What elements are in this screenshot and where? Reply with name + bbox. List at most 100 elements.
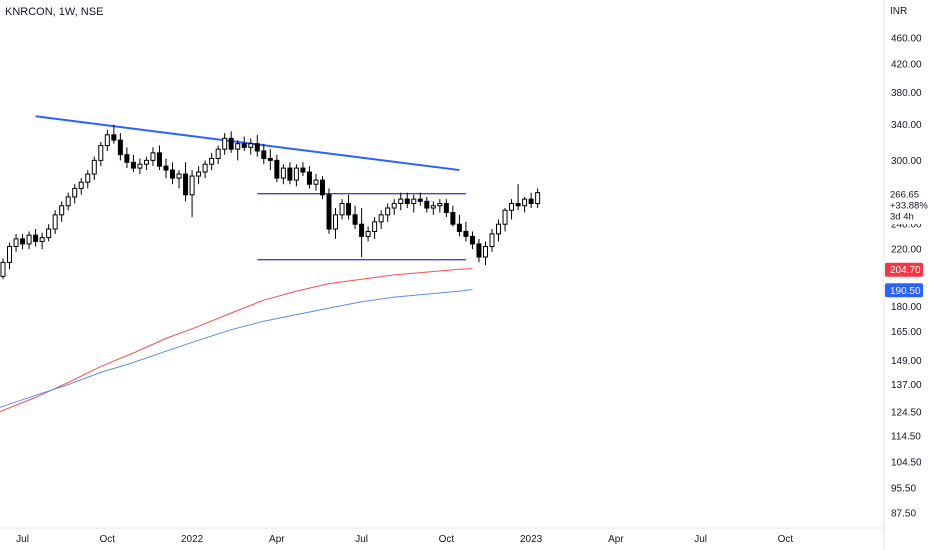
candle[interactable] bbox=[456, 214, 462, 237]
svg-text:190.50: 190.50 bbox=[890, 286, 921, 297]
candle[interactable] bbox=[300, 162, 306, 177]
candle[interactable] bbox=[176, 170, 182, 189]
y-tick-label: 460.00 bbox=[891, 34, 922, 45]
candle[interactable] bbox=[443, 199, 449, 218]
candle[interactable] bbox=[378, 210, 384, 230]
chart-title: KNRCON, 1W, NSE bbox=[5, 6, 104, 18]
currency-label: INR bbox=[890, 6, 908, 17]
candle[interactable] bbox=[202, 160, 208, 179]
candle[interactable] bbox=[346, 194, 352, 220]
candle[interactable] bbox=[287, 162, 293, 185]
candle[interactable] bbox=[39, 232, 45, 250]
candle[interactable] bbox=[274, 154, 280, 183]
candle[interactable] bbox=[20, 233, 26, 250]
candle[interactable] bbox=[33, 229, 39, 247]
candle[interactable] bbox=[156, 145, 162, 171]
candle[interactable] bbox=[85, 170, 91, 189]
candle[interactable] bbox=[333, 207, 339, 239]
candle[interactable] bbox=[111, 124, 117, 144]
candle[interactable] bbox=[515, 184, 521, 211]
y-tick-label: 165.00 bbox=[891, 327, 922, 338]
candle[interactable] bbox=[137, 158, 143, 175]
candle[interactable] bbox=[130, 154, 136, 173]
candle[interactable] bbox=[509, 199, 515, 220]
candle[interactable] bbox=[339, 199, 345, 220]
x-tick-label: Apr bbox=[269, 534, 285, 545]
candle[interactable] bbox=[254, 134, 260, 157]
candle[interactable] bbox=[359, 207, 365, 258]
descending-trendline[interactable] bbox=[35, 115, 460, 172]
candle[interactable] bbox=[489, 229, 495, 252]
candle[interactable] bbox=[59, 201, 65, 222]
candle[interactable] bbox=[124, 147, 130, 169]
candle[interactable] bbox=[248, 138, 254, 155]
candle[interactable] bbox=[326, 188, 332, 234]
ma-red[interactable] bbox=[0, 268, 473, 416]
candle[interactable] bbox=[183, 162, 189, 202]
candle[interactable] bbox=[26, 231, 32, 250]
y-tick-label: 240.00 bbox=[891, 220, 922, 231]
candle[interactable] bbox=[424, 196, 430, 213]
candle[interactable] bbox=[482, 241, 488, 266]
candle[interactable] bbox=[437, 199, 443, 213]
candle[interactable] bbox=[13, 233, 19, 252]
candle[interactable] bbox=[469, 231, 475, 250]
candle[interactable] bbox=[143, 156, 149, 171]
candle[interactable] bbox=[170, 162, 176, 185]
candle[interactable] bbox=[78, 178, 84, 195]
ma-blue[interactable] bbox=[0, 289, 473, 411]
svg-text:204.70: 204.70 bbox=[890, 265, 921, 276]
candle[interactable] bbox=[306, 166, 312, 189]
candle[interactable] bbox=[522, 196, 528, 213]
candle[interactable] bbox=[150, 147, 156, 167]
candle[interactable] bbox=[0, 258, 6, 280]
x-tick-label: Oct bbox=[439, 534, 455, 545]
candle[interactable] bbox=[215, 145, 221, 165]
candle[interactable] bbox=[104, 129, 110, 151]
candle[interactable] bbox=[411, 194, 417, 213]
candle[interactable] bbox=[46, 224, 52, 242]
candle[interactable] bbox=[463, 221, 469, 242]
y-tick-label: 114.50 bbox=[891, 431, 921, 442]
candle[interactable] bbox=[261, 143, 267, 165]
candle[interactable] bbox=[72, 184, 78, 204]
candle[interactable] bbox=[280, 164, 286, 185]
candle[interactable] bbox=[7, 242, 13, 270]
candle[interactable] bbox=[196, 166, 202, 185]
candle[interactable] bbox=[365, 226, 371, 242]
candle[interactable] bbox=[313, 174, 319, 191]
candle[interactable] bbox=[189, 170, 195, 218]
candle[interactable] bbox=[241, 136, 247, 151]
candle[interactable] bbox=[417, 192, 423, 206]
candle[interactable] bbox=[267, 149, 273, 171]
candle[interactable] bbox=[385, 203, 391, 222]
y-tick-label: 104.50 bbox=[891, 458, 922, 469]
candle[interactable] bbox=[52, 210, 58, 234]
candle[interactable] bbox=[65, 192, 71, 211]
candle[interactable] bbox=[502, 207, 508, 232]
candle[interactable] bbox=[430, 201, 436, 215]
candle[interactable] bbox=[496, 219, 502, 242]
y-tick-label: 95.50 bbox=[891, 483, 916, 494]
candle[interactable] bbox=[391, 199, 397, 215]
candle[interactable] bbox=[352, 205, 358, 230]
candle[interactable] bbox=[98, 141, 104, 167]
candle[interactable] bbox=[222, 133, 228, 155]
candle[interactable] bbox=[398, 192, 404, 211]
candle[interactable] bbox=[476, 238, 482, 263]
candle[interactable] bbox=[528, 192, 534, 208]
candle[interactable] bbox=[293, 164, 299, 187]
x-tick-label: Jul bbox=[16, 534, 29, 545]
candle[interactable] bbox=[319, 176, 325, 200]
candle[interactable] bbox=[372, 217, 378, 239]
candle[interactable] bbox=[450, 205, 456, 227]
candle[interactable] bbox=[117, 133, 123, 161]
candle[interactable] bbox=[163, 158, 169, 179]
candle[interactable] bbox=[209, 152, 215, 171]
candle[interactable] bbox=[535, 188, 541, 208]
candle[interactable] bbox=[404, 192, 410, 208]
candle[interactable] bbox=[235, 140, 241, 161]
candle[interactable] bbox=[228, 131, 234, 153]
candle[interactable] bbox=[91, 156, 97, 181]
